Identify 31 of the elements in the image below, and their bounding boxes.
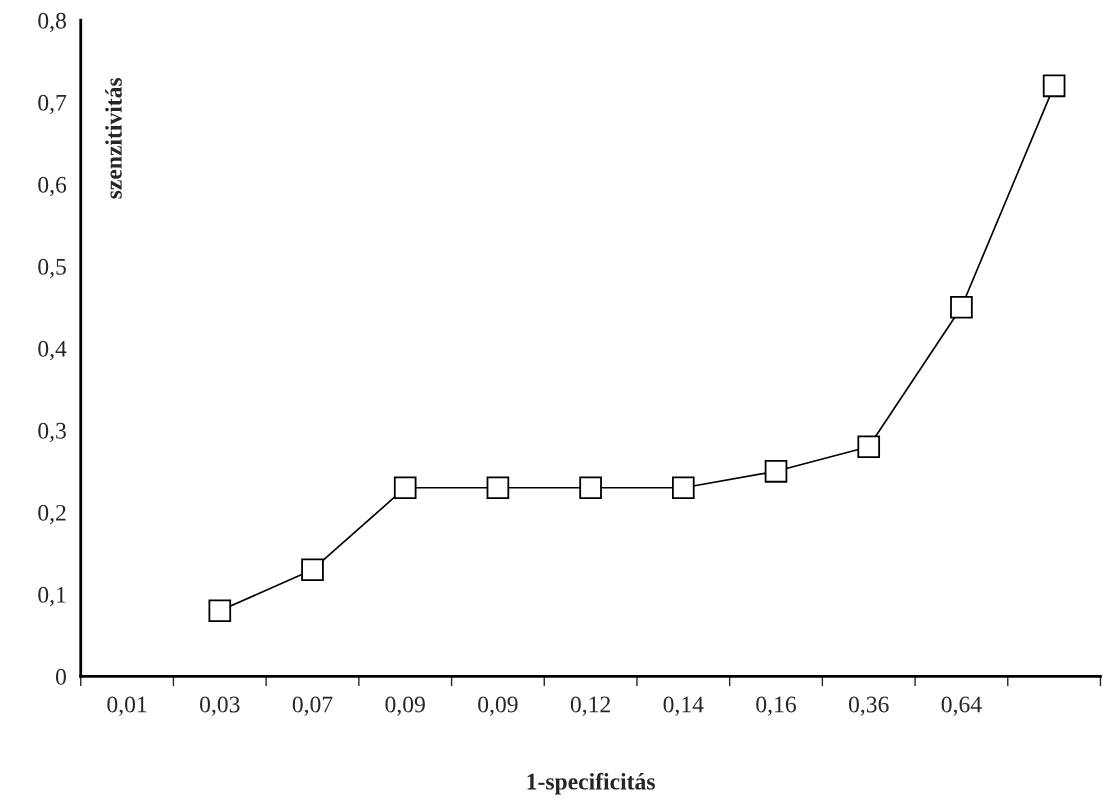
point xyxy=(301,558,324,582)
y-tick-label: 0,8 xyxy=(38,12,66,33)
x-tick-label: 0,14 xyxy=(663,696,704,716)
point xyxy=(393,476,417,500)
x-tick-label: 0,03 xyxy=(200,696,240,716)
point xyxy=(764,459,788,483)
y-tick-label: 0,4 xyxy=(38,340,67,361)
x-tick-label: 0,36 xyxy=(848,696,889,716)
y-tick-label: 0,7 xyxy=(38,94,67,115)
point xyxy=(671,476,695,500)
y-tick-label: 0,2 xyxy=(38,504,66,525)
point xyxy=(486,476,510,500)
point xyxy=(857,435,881,459)
x-tick-label: 0,64 xyxy=(941,696,982,716)
x-tick-label: 0,09 xyxy=(385,696,425,716)
y-axis-title: szenzitivitás xyxy=(105,77,122,199)
y-tick-label: 0,5 xyxy=(38,258,66,279)
point xyxy=(579,476,602,500)
x-tick-label: 0,12 xyxy=(570,696,610,716)
y-tick-label: 0 xyxy=(55,668,66,685)
y-tick-label: 0,3 xyxy=(38,422,66,443)
x-axis-title: 1-specificitás xyxy=(527,772,655,795)
point xyxy=(950,295,973,319)
point xyxy=(208,599,232,623)
x-tick-label: 0,09 xyxy=(478,696,518,716)
x-tick-label: 0,07 xyxy=(292,696,333,716)
x-tick-label: 0,16 xyxy=(756,696,796,716)
y-tick-label: 0,6 xyxy=(38,176,67,197)
x-tick-label: 0,01 xyxy=(107,696,147,716)
point xyxy=(1042,74,1066,98)
y-tick-label: 0,1 xyxy=(38,586,66,607)
